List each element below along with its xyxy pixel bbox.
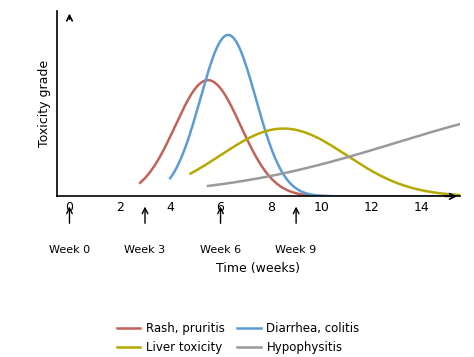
Text: Week 0: Week 0 — [49, 245, 90, 255]
Y-axis label: Toxicity grade: Toxicity grade — [38, 60, 51, 147]
Text: Week 3: Week 3 — [125, 245, 165, 255]
X-axis label: Time (weeks): Time (weeks) — [216, 262, 301, 275]
Text: Week 9: Week 9 — [275, 245, 317, 255]
Text: Week 6: Week 6 — [200, 245, 241, 255]
Legend: Rash, pruritis, Liver toxicity, Diarrhea, colitis, Hypophysitis: Rash, pruritis, Liver toxicity, Diarrhea… — [112, 317, 365, 357]
